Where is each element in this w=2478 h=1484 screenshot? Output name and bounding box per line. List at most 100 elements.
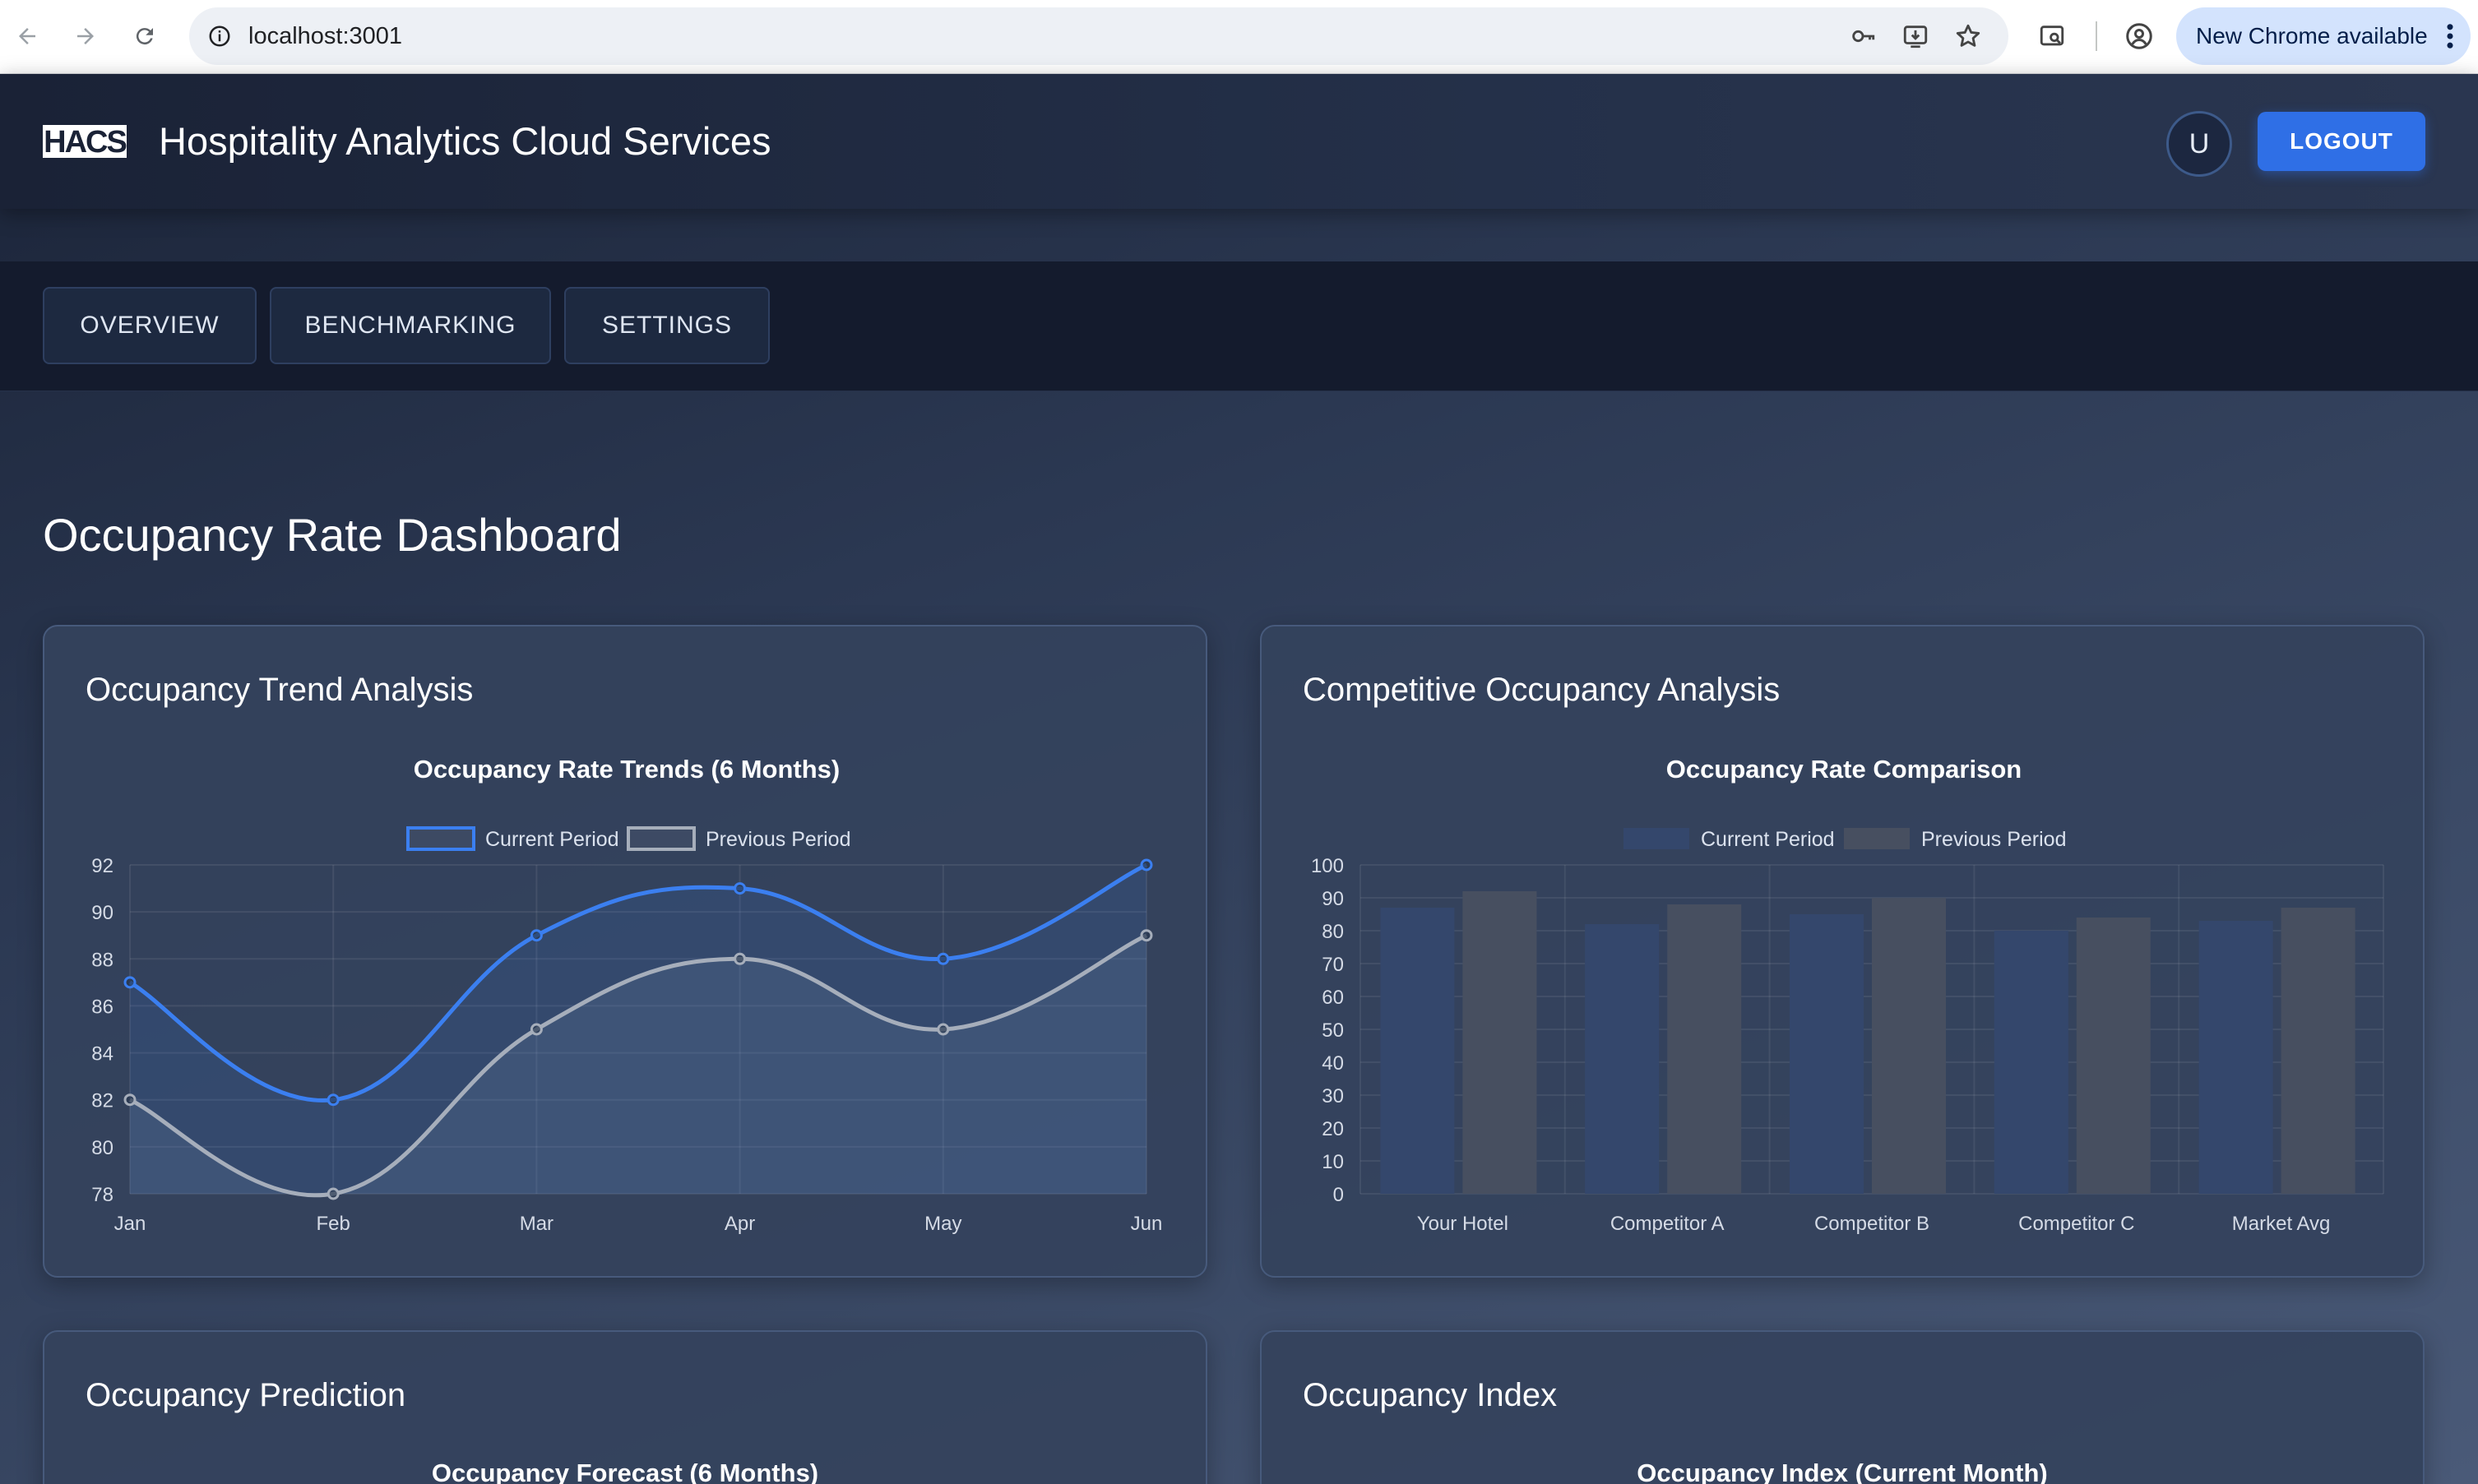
y-tick-label: 60 [1322, 987, 1344, 1009]
x-tick-label: Apr [725, 1213, 755, 1235]
app-title: Hospitality Analytics Cloud Services [159, 119, 771, 163]
legend-swatch [406, 826, 475, 851]
toolbar-divider [2096, 21, 2097, 51]
card-title: Occupancy Prediction [86, 1377, 406, 1413]
y-tick-label: 10 [1322, 1151, 1344, 1173]
competitive-occupancy-card: Competitive Occupancy Analysis Occupancy… [1260, 625, 2425, 1278]
data-point [1140, 929, 1153, 942]
legend-swatch [627, 826, 696, 851]
chrome-update-label: New Chrome available [2196, 23, 2428, 49]
data-point [1140, 858, 1153, 871]
chart-title: Occupancy Rate Comparison [1666, 755, 2022, 784]
card-title: Competitive Occupancy Analysis [1303, 672, 1781, 708]
x-tick-label: Jan [114, 1213, 146, 1235]
logo-text: HACS [44, 125, 126, 158]
bar [1872, 898, 1946, 1194]
more-vert-icon[interactable] [2438, 17, 2462, 55]
star-icon[interactable] [1949, 17, 1987, 55]
y-tick-label: 90 [91, 902, 113, 924]
app-root: HACS Hospitality Analytics Cloud Service… [0, 74, 2478, 1484]
y-tick-label: 80 [1322, 921, 1344, 943]
series-area [130, 935, 1146, 1195]
tab-search-icon[interactable] [2033, 17, 2071, 55]
occupancy-trend-chart: Occupancy Rate Trends (6 Months) Current … [91, 755, 1163, 1235]
x-tick-label: May [924, 1213, 961, 1235]
page-title: Occupancy Rate Dashboard [43, 509, 622, 561]
data-point [327, 1093, 340, 1107]
occupancy-trend-card: Occupancy Trend Analysis Occupancy Rate … [43, 625, 1207, 1278]
y-tick-label: 30 [1322, 1085, 1344, 1107]
y-tick-label: 100 [1311, 855, 1344, 877]
y-tick-label: 84 [91, 1043, 113, 1066]
y-tick-label: 40 [1322, 1052, 1344, 1075]
site-info-icon[interactable] [201, 17, 239, 55]
bar [2198, 921, 2273, 1194]
data-point [937, 1023, 950, 1036]
occupancy-prediction-card: Occupancy Prediction Occupancy Forecast … [43, 1330, 1207, 1484]
x-tick-label: Jun [1131, 1213, 1163, 1235]
tab-bar: OVERVIEW BENCHMARKING SETTINGS [0, 261, 2478, 391]
series-line [128, 933, 1148, 1198]
data-point [937, 952, 950, 965]
chrome-update-button[interactable]: New Chrome available [2176, 7, 2471, 65]
data-point [123, 976, 137, 989]
y-tick-label: 90 [1322, 888, 1344, 910]
series-area [130, 865, 1146, 1194]
tab-settings[interactable]: SETTINGS [564, 287, 770, 364]
forward-arrow-icon[interactable] [67, 17, 104, 55]
chart-title: Occupancy Rate Trends (6 Months) [414, 755, 841, 784]
data-point [734, 882, 747, 895]
data-point [123, 1093, 137, 1107]
tab-overview[interactable]: OVERVIEW [43, 287, 257, 364]
card-title: Occupancy Index [1303, 1377, 1558, 1413]
logout-button[interactable]: LOGOUT [2258, 112, 2425, 171]
x-tick-label: Competitor C [2018, 1213, 2134, 1235]
x-tick-label: Competitor A [1610, 1213, 1725, 1235]
key-icon[interactable] [1844, 17, 1882, 55]
profile-icon[interactable] [2120, 17, 2158, 55]
data-point [327, 1187, 340, 1200]
x-tick-label: Mar [520, 1213, 553, 1235]
hacs-logo: HACS [43, 125, 127, 159]
legend-swatch [1844, 828, 1910, 849]
legend-label: Previous Period [706, 828, 850, 851]
x-tick-label: Feb [317, 1213, 350, 1235]
card-title: Occupancy Trend Analysis [86, 672, 474, 708]
bar [2076, 918, 2151, 1194]
x-tick-label: Your Hotel [1417, 1213, 1508, 1235]
y-tick-label: 20 [1322, 1118, 1344, 1140]
tab-benchmarking[interactable]: BENCHMARKING [270, 287, 551, 364]
bar [1790, 914, 1864, 1194]
chart-title: Occupancy Forecast (6 Months) [431, 1459, 819, 1484]
legend-label: Previous Period [1921, 828, 2066, 851]
data-point [734, 952, 747, 965]
data-point [530, 1023, 543, 1036]
y-tick-label: 80 [91, 1137, 113, 1159]
user-avatar[interactable]: U [2166, 111, 2232, 177]
bar [1667, 904, 1742, 1194]
browser-toolbar: localhost:3001 New Chrome available [0, 0, 2478, 74]
legend-label: Current Period [1701, 828, 1835, 851]
y-tick-label: 70 [1322, 954, 1344, 976]
bar [1585, 924, 1660, 1194]
address-bar[interactable]: localhost:3001 [189, 7, 2008, 65]
bar [1462, 891, 1537, 1194]
x-tick-label: Competitor B [1814, 1213, 1929, 1235]
bar [1994, 931, 2068, 1194]
y-tick-label: 78 [91, 1184, 113, 1206]
legend-swatch [1623, 828, 1689, 849]
reload-icon[interactable] [126, 17, 164, 55]
data-point [530, 929, 543, 942]
series-line [128, 862, 1148, 1103]
y-tick-label: 0 [1333, 1184, 1344, 1206]
bar [1380, 908, 1455, 1194]
bar [2281, 908, 2355, 1194]
y-tick-label: 82 [91, 1090, 113, 1112]
back-arrow-icon[interactable] [8, 17, 46, 55]
competitive-occupancy-chart: Occupancy Rate Comparison Current Period P… [1311, 755, 2384, 1235]
chart-title: Occupancy Index (Current Month) [1637, 1459, 2048, 1484]
app-header: HACS Hospitality Analytics Cloud Service… [0, 74, 2478, 209]
url-text[interactable]: localhost:3001 [248, 23, 403, 49]
install-app-icon[interactable] [1897, 17, 1934, 55]
occupancy-index-card: Occupancy Index Occupancy Index (Current… [1260, 1330, 2425, 1484]
